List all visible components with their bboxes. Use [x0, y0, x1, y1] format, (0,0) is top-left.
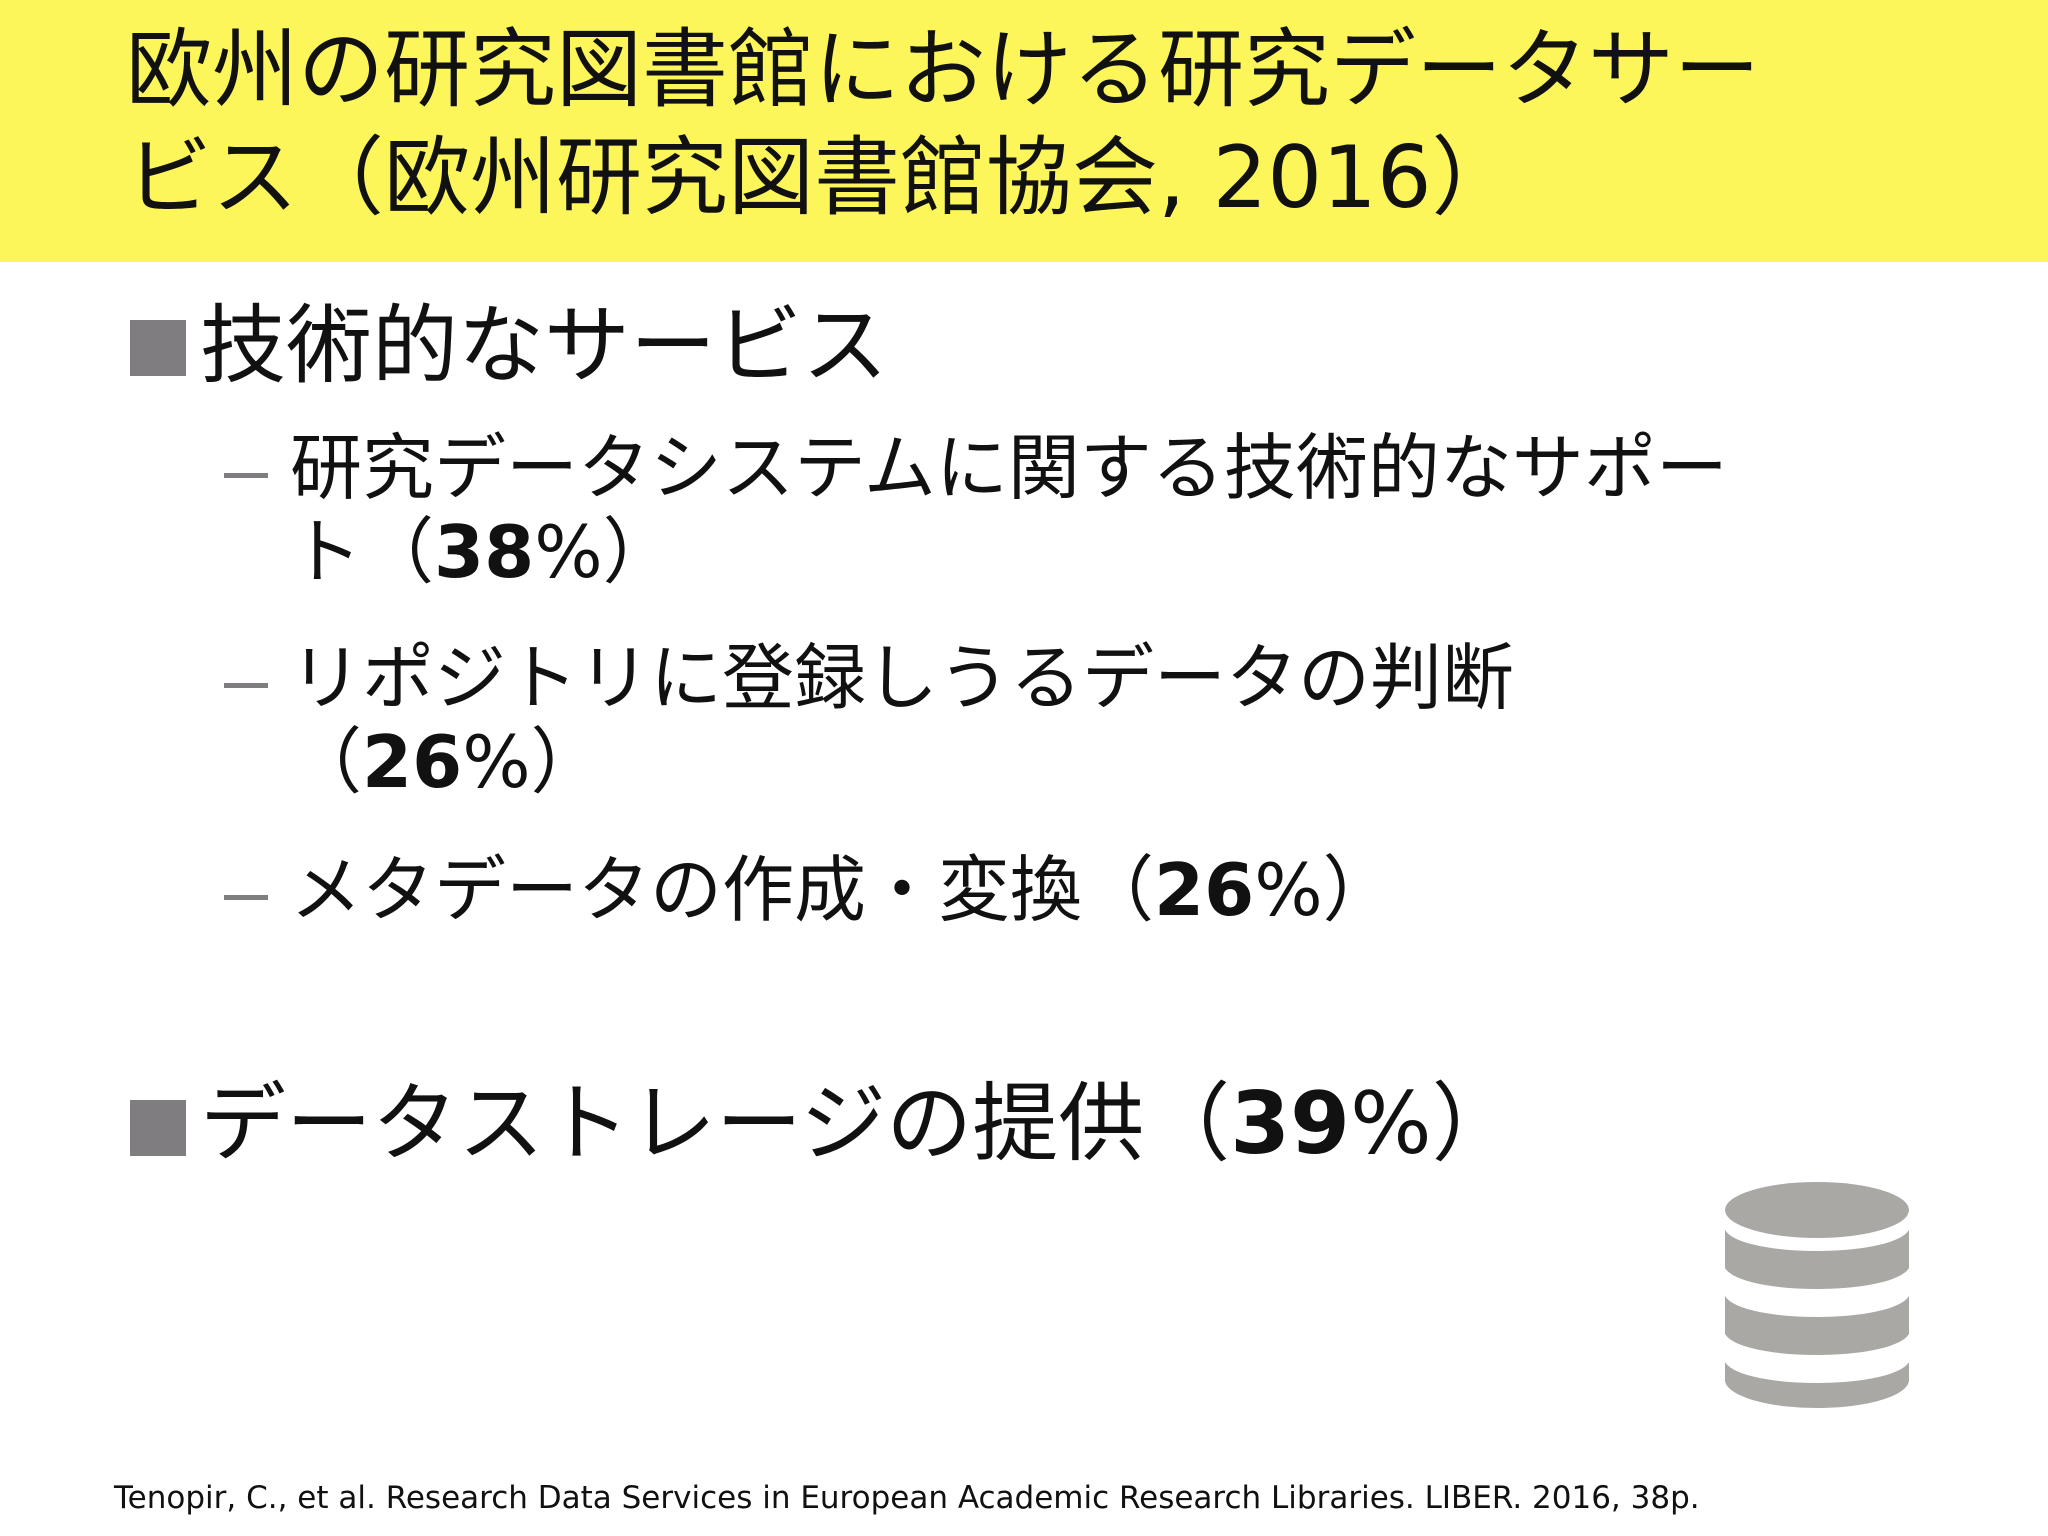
item-repository-judgment-line-1: リポジトリに登録しうるデータの判断: [290, 636, 1515, 720]
section-heading-data-storage: データストレージの提供（39%）: [200, 1074, 1518, 1174]
item-technical-support-line-1: 研究データシステムに関する技術的なサポー: [290, 426, 1728, 510]
slide-title-line-2: ビス（欧州研究図書館協会, 2016）: [126, 128, 1518, 228]
title-band: 欧州の研究図書館における研究データサー ビス（欧州研究図書館協会, 2016）: [0, 0, 2048, 262]
percent-value: 26: [1154, 848, 1255, 932]
slide-title-line-1: 欧州の研究図書館における研究データサー: [126, 20, 1760, 120]
square-bullet-icon: [130, 1100, 186, 1156]
square-bullet-icon: [130, 320, 186, 376]
section-heading-technical-services: 技術的なサービス: [200, 296, 888, 396]
dash-bullet-icon: [224, 895, 268, 900]
percent-value: 26: [362, 720, 463, 804]
percent-value: 39: [1230, 1074, 1350, 1174]
percent-value: 38: [434, 510, 535, 594]
database-icon: [1725, 1182, 1909, 1408]
dash-bullet-icon: [224, 683, 268, 688]
item-repository-judgment-line-2: （26%）: [290, 720, 603, 804]
item-technical-support-line-2: ト（38%）: [290, 510, 675, 594]
item-metadata-creation: メタデータの作成・変換（26%）: [290, 848, 1395, 932]
dash-bullet-icon: [224, 473, 268, 478]
citation: Tenopir, C., et al. Research Data Servic…: [114, 1480, 1700, 1516]
